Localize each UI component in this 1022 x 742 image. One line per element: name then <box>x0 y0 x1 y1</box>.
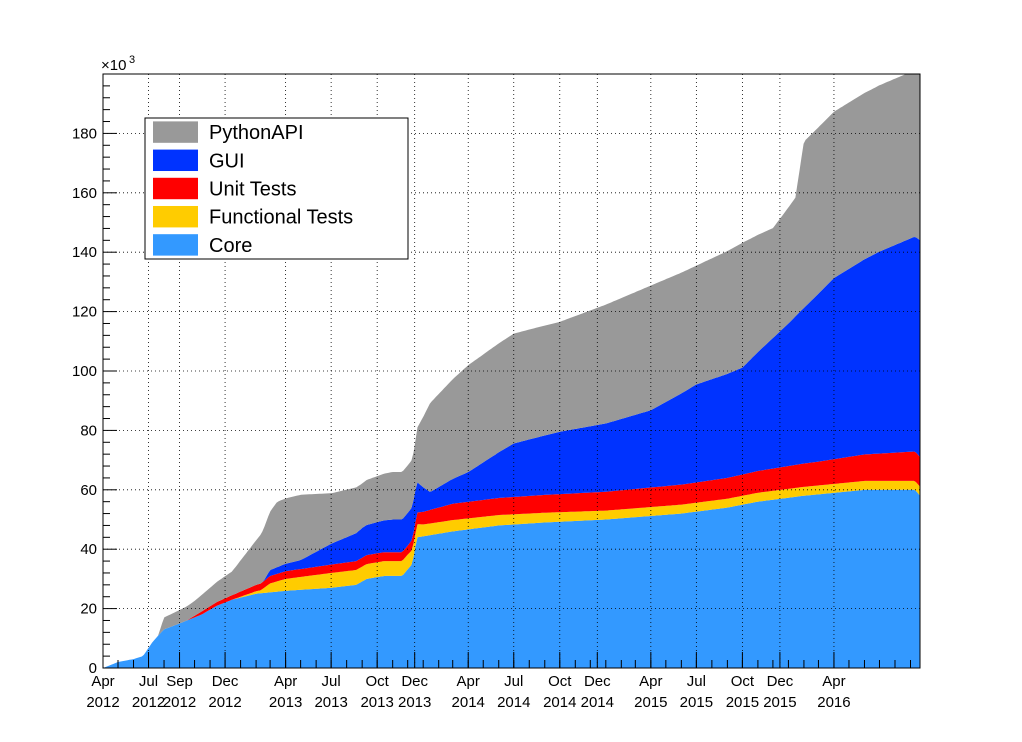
x-tick-label-month: Apr <box>274 673 297 690</box>
x-tick-label-year: 2013 <box>269 694 302 711</box>
y-tick-label: 160 <box>72 185 97 202</box>
x-tick-label-month: Dec <box>212 673 239 690</box>
legend-label-unit-tests: Unit Tests <box>209 179 296 201</box>
x-tick-label-year: 2015 <box>763 694 796 711</box>
area-core <box>103 489 920 668</box>
x-tick-label-year: 2014 <box>452 694 485 711</box>
x-tick-label-month: Sep <box>166 673 193 690</box>
x-tick-label-year: 2016 <box>817 694 850 711</box>
y-tick-label: 180 <box>72 125 97 142</box>
y-multiplier-base: ×10 <box>101 57 126 74</box>
y-tick-label: 120 <box>72 304 97 321</box>
x-tick-label-year: 2015 <box>680 694 713 711</box>
y-tick-label: 0 <box>89 660 97 677</box>
x-tick-label-year: 2013 <box>398 694 431 711</box>
y-tick-label: 60 <box>80 482 97 499</box>
y-tick-label: 20 <box>80 601 97 618</box>
x-tick-label-month: Apr <box>639 673 662 690</box>
area-functional-tests <box>103 480 920 668</box>
x-tick-label-year: 2012 <box>163 694 196 711</box>
y-tick-label: 40 <box>80 541 97 558</box>
x-tick-label-year: 2013 <box>360 694 393 711</box>
legend-swatch-pythonapi <box>153 121 198 143</box>
x-axis: Apr2012Jul2012Sep2012Dec2012Apr2013Jul20… <box>86 652 911 711</box>
x-tick-label-month: Jul <box>687 673 706 690</box>
x-tick-label-month: Apr <box>822 673 845 690</box>
y-axis: 0 20 40 60 80 100 120 140 160 180 <box>72 73 117 677</box>
legend: PythonAPI GUI Unit Tests Functional Tests Co… <box>144 117 409 260</box>
x-tick-label-year: 2014 <box>581 694 614 711</box>
y-tick-label: 100 <box>72 363 97 380</box>
y-tick-label: 140 <box>72 244 97 261</box>
legend-swatch-core <box>153 234 198 256</box>
x-tick-label-month: Apr <box>91 673 114 690</box>
y-multiplier-exponent: 3 <box>129 54 135 66</box>
x-tick-label-year: 2015 <box>634 694 667 711</box>
x-tick-label-month: Dec <box>767 673 794 690</box>
x-tick-label-month: Jul <box>139 673 158 690</box>
y-tick-label: 80 <box>80 422 97 439</box>
legend-swatch-unit-tests <box>153 177 198 200</box>
x-tick-label-month: Oct <box>365 673 389 690</box>
x-tick-label-month: Dec <box>401 673 428 690</box>
x-tick-label-year: 2012 <box>208 694 241 711</box>
x-tick-label-month: Apr <box>457 673 480 690</box>
legend-label-core: Core <box>209 235 252 257</box>
x-tick-label-year: 2012 <box>132 694 165 711</box>
x-tick-label-year: 2014 <box>543 694 576 711</box>
x-tick-label-month: Oct <box>731 673 755 690</box>
legend-label-gui: GUI <box>209 150 245 172</box>
x-tick-label-year: 2013 <box>314 694 347 711</box>
area-gui <box>103 237 920 668</box>
legend-label-functional-tests: Functional Tests <box>209 207 353 229</box>
legend-swatch-functional-tests <box>153 205 198 228</box>
x-tick-label-month: Jul <box>322 673 341 690</box>
x-tick-label-year: 2012 <box>86 694 119 711</box>
legend-label-pythonapi: PythonAPI <box>209 122 304 144</box>
x-tick-label-month: Jul <box>504 673 523 690</box>
area-unit-tests <box>103 451 920 668</box>
legend-swatch-gui <box>153 149 198 172</box>
y-axis-multiplier: ×10 3 <box>101 54 135 74</box>
x-tick-label-year: 2014 <box>497 694 530 711</box>
x-tick-label-month: Dec <box>584 673 611 690</box>
x-tick-label-year: 2015 <box>726 694 759 711</box>
x-tick-label-month: Oct <box>548 673 572 690</box>
